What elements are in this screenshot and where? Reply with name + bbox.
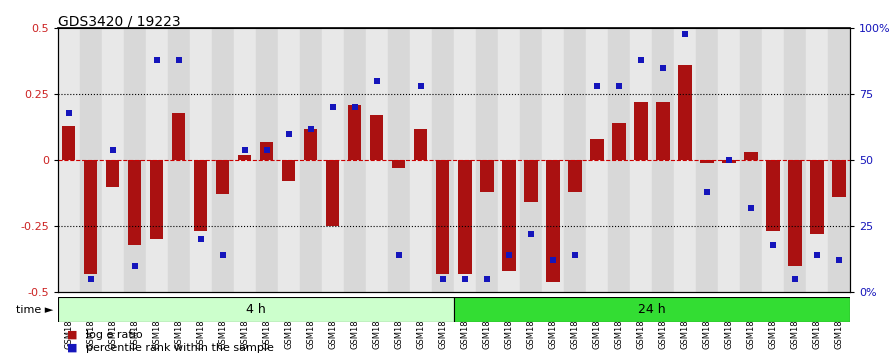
Bar (124, 28, 146, 292)
Bar (789, 160, 802, 266)
Bar (194, 160, 207, 232)
Bar (784, 28, 806, 292)
Text: GDS3420 / 19223: GDS3420 / 19223 (58, 14, 181, 28)
Bar (762, 28, 784, 292)
Bar (168, 28, 190, 292)
Bar (85, 160, 98, 274)
Bar (414, 129, 427, 160)
Bar (150, 160, 164, 239)
Bar (454, 28, 476, 292)
Text: ■: ■ (67, 330, 77, 339)
Bar (674, 28, 696, 292)
Text: log e ratio: log e ratio (86, 330, 143, 339)
Bar (696, 28, 718, 292)
Bar (828, 28, 850, 292)
Bar (590, 139, 603, 160)
Bar (608, 28, 630, 292)
Bar (498, 28, 520, 292)
Bar (476, 28, 498, 292)
Bar (546, 160, 560, 281)
Text: percentile rank within the sample: percentile rank within the sample (86, 343, 274, 353)
Bar (564, 28, 586, 292)
Bar (630, 28, 651, 292)
Bar (234, 28, 255, 292)
Text: 4 h: 4 h (246, 303, 266, 316)
Bar (212, 28, 234, 292)
Bar (810, 160, 823, 234)
Bar (586, 28, 608, 292)
Bar (278, 28, 300, 292)
Bar (282, 160, 295, 181)
Bar (766, 160, 780, 232)
Bar (173, 113, 185, 160)
Bar (348, 105, 361, 160)
Text: time ►: time ► (16, 305, 53, 315)
Bar (481, 160, 493, 192)
Bar (651, 28, 674, 292)
Bar (502, 160, 515, 271)
Bar (656, 102, 669, 160)
Bar (524, 160, 538, 202)
Bar (740, 28, 762, 292)
Bar (366, 28, 388, 292)
Bar (635, 102, 648, 160)
Bar (58, 297, 454, 322)
Bar (260, 142, 273, 160)
Bar (344, 28, 366, 292)
Bar (322, 28, 344, 292)
Bar (388, 28, 410, 292)
Bar (62, 126, 76, 160)
Text: ■: ■ (67, 343, 77, 353)
Text: 24 h: 24 h (638, 303, 666, 316)
Bar (458, 160, 472, 274)
Bar (700, 160, 714, 163)
Bar (410, 28, 432, 292)
Bar (678, 65, 692, 160)
Bar (58, 28, 80, 292)
Bar (744, 152, 757, 160)
Bar (436, 160, 449, 274)
Bar (239, 155, 252, 160)
Bar (101, 28, 124, 292)
Bar (370, 115, 384, 160)
Bar (454, 297, 850, 322)
Bar (520, 28, 542, 292)
Bar (190, 28, 212, 292)
Bar (718, 28, 740, 292)
Bar (146, 28, 168, 292)
Bar (832, 160, 846, 197)
Bar (327, 160, 339, 226)
Bar (612, 123, 626, 160)
Bar (300, 28, 322, 292)
Bar (806, 28, 828, 292)
Bar (80, 28, 101, 292)
Bar (542, 28, 564, 292)
Bar (128, 160, 142, 245)
Bar (256, 28, 278, 292)
Bar (723, 160, 735, 163)
Bar (432, 28, 454, 292)
Bar (106, 160, 119, 187)
Bar (216, 160, 230, 194)
Bar (304, 129, 318, 160)
Bar (569, 160, 581, 192)
Bar (392, 160, 406, 168)
